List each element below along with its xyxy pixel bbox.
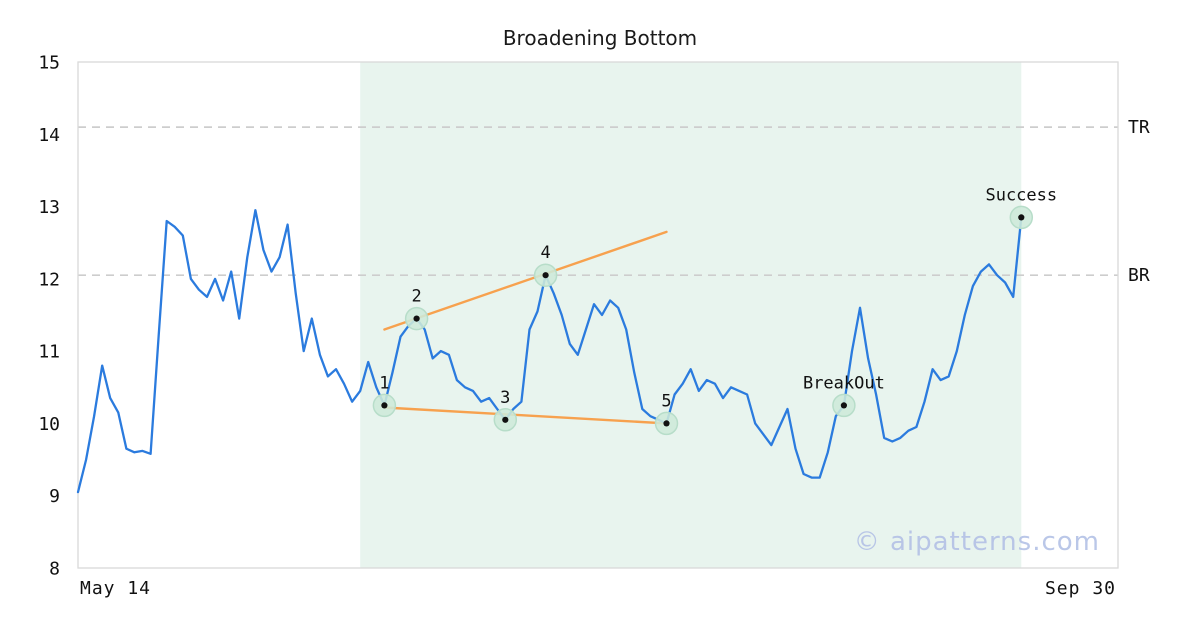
y-tick-label: 12 — [38, 269, 60, 290]
marker-label-2: 2 — [411, 287, 421, 307]
marker-dot-success — [1018, 214, 1025, 221]
marker-label-breakout: BreakOut — [803, 373, 885, 393]
marker-label-1: 1 — [379, 373, 389, 393]
trendline-upper — [383, 230, 668, 331]
x-axis-label-end: Sep 30 — [1044, 578, 1116, 599]
marker-dot-5 — [663, 420, 670, 427]
level-label-tr: TR — [1128, 117, 1150, 138]
y-tick-label: 10 — [38, 414, 60, 435]
y-tick-label: 9 — [49, 486, 60, 507]
marker-label-success: Success — [985, 185, 1057, 205]
y-tick-label: 11 — [38, 342, 60, 363]
marker-label-4: 4 — [540, 243, 550, 263]
marker-dot-3 — [502, 416, 509, 423]
level-label-br: BR — [1128, 265, 1150, 286]
marker-label-5: 5 — [661, 391, 671, 411]
marker-dot-4 — [542, 272, 549, 279]
y-tick-label: 13 — [38, 197, 60, 218]
marker-label-3: 3 — [500, 388, 510, 408]
pattern-region — [360, 62, 1022, 568]
y-tick-label: 15 — [38, 53, 60, 74]
marker-dot-2 — [413, 315, 420, 322]
trendline-lower — [383, 406, 668, 425]
marker-dot-breakout — [840, 402, 848, 409]
marker-dot-1 — [381, 402, 388, 409]
y-tick-label: 8 — [49, 559, 60, 580]
plot-border — [77, 61, 1119, 569]
y-tick-label: 14 — [38, 125, 60, 146]
watermark: © aipatterns.com — [853, 527, 1100, 557]
chart-title: Broadening Bottom — [502, 26, 698, 50]
x-axis-label-start: May 14 — [80, 578, 152, 599]
